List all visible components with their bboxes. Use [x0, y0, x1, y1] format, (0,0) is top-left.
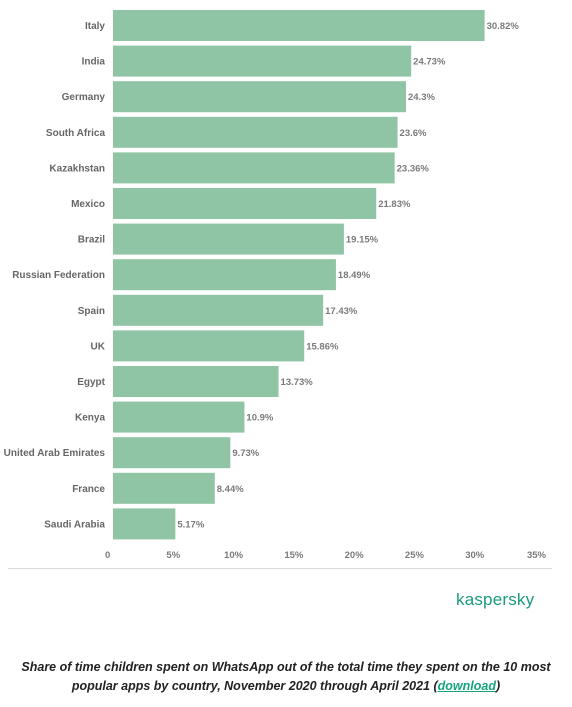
category-label: Saudi Arabia	[44, 519, 105, 530]
x-tick-label: 5%	[166, 550, 180, 561]
bar	[113, 223, 344, 255]
download-link[interactable]: download	[437, 679, 496, 693]
bar	[113, 259, 336, 291]
value-label: 9.73%	[232, 448, 259, 459]
category-label: Italy	[85, 21, 105, 32]
value-label: 19.15%	[346, 235, 379, 246]
bar	[113, 401, 245, 433]
category-label: France	[72, 484, 105, 495]
x-tick-label: 25%	[405, 550, 425, 561]
chart-caption: Share of time children spent on WhatsApp…	[0, 658, 572, 696]
bar	[113, 152, 395, 184]
bar	[113, 294, 324, 326]
category-label: Brazil	[78, 235, 105, 246]
x-tick-label: 10%	[224, 550, 244, 561]
x-tick-label: 30%	[465, 550, 485, 561]
bar	[113, 366, 279, 397]
category-label: Spain	[78, 306, 105, 317]
category-label: Mexico	[71, 199, 105, 210]
bar	[113, 472, 215, 504]
category-label: Egypt	[77, 377, 105, 388]
bar	[113, 330, 305, 362]
value-label: 24.3%	[408, 92, 435, 103]
bar-chart: Italy 30.82% India 24.73% Germany 24.3% South …	[4, 10, 547, 561]
x-tick-label: 35%	[527, 550, 547, 561]
value-label: 13.73%	[281, 377, 314, 388]
bar	[113, 81, 406, 113]
value-label: 30.82%	[487, 21, 520, 32]
category-label: Germany	[62, 92, 106, 103]
category-label: Kenya	[75, 413, 105, 424]
bar	[113, 508, 176, 540]
value-label: 24.73%	[413, 57, 446, 68]
category-label: UK	[91, 341, 106, 352]
category-label: United Arab Emirates	[4, 448, 106, 459]
bar	[113, 45, 412, 77]
kaspersky-logo: kaspersky	[456, 590, 535, 609]
x-tick-label: 15%	[284, 550, 304, 561]
x-tick-label: 20%	[345, 550, 365, 561]
caption-text: Share of time children spent on WhatsApp…	[21, 660, 551, 693]
value-label: 21.83%	[378, 199, 411, 210]
bar	[113, 10, 485, 41]
bar	[113, 116, 398, 148]
value-label: 5.17%	[177, 519, 204, 530]
x-tick-label: 0	[105, 550, 110, 561]
category-label: Russian Federation	[12, 270, 105, 281]
category-label: South Africa	[46, 128, 106, 139]
category-label: India	[82, 57, 106, 68]
value-label: 23.6%	[400, 128, 427, 139]
value-label: 8.44%	[217, 484, 244, 495]
bar	[113, 188, 377, 219]
bar	[113, 437, 231, 469]
separator-line	[8, 568, 552, 569]
category-label: Kazakhstan	[49, 163, 105, 174]
value-label: 10.9%	[246, 413, 273, 424]
caption-suffix: )	[495, 679, 501, 693]
value-label: 17.43%	[325, 306, 358, 317]
value-label: 18.49%	[338, 270, 371, 281]
value-label: 23.36%	[397, 163, 430, 174]
value-label: 15.86%	[306, 341, 339, 352]
